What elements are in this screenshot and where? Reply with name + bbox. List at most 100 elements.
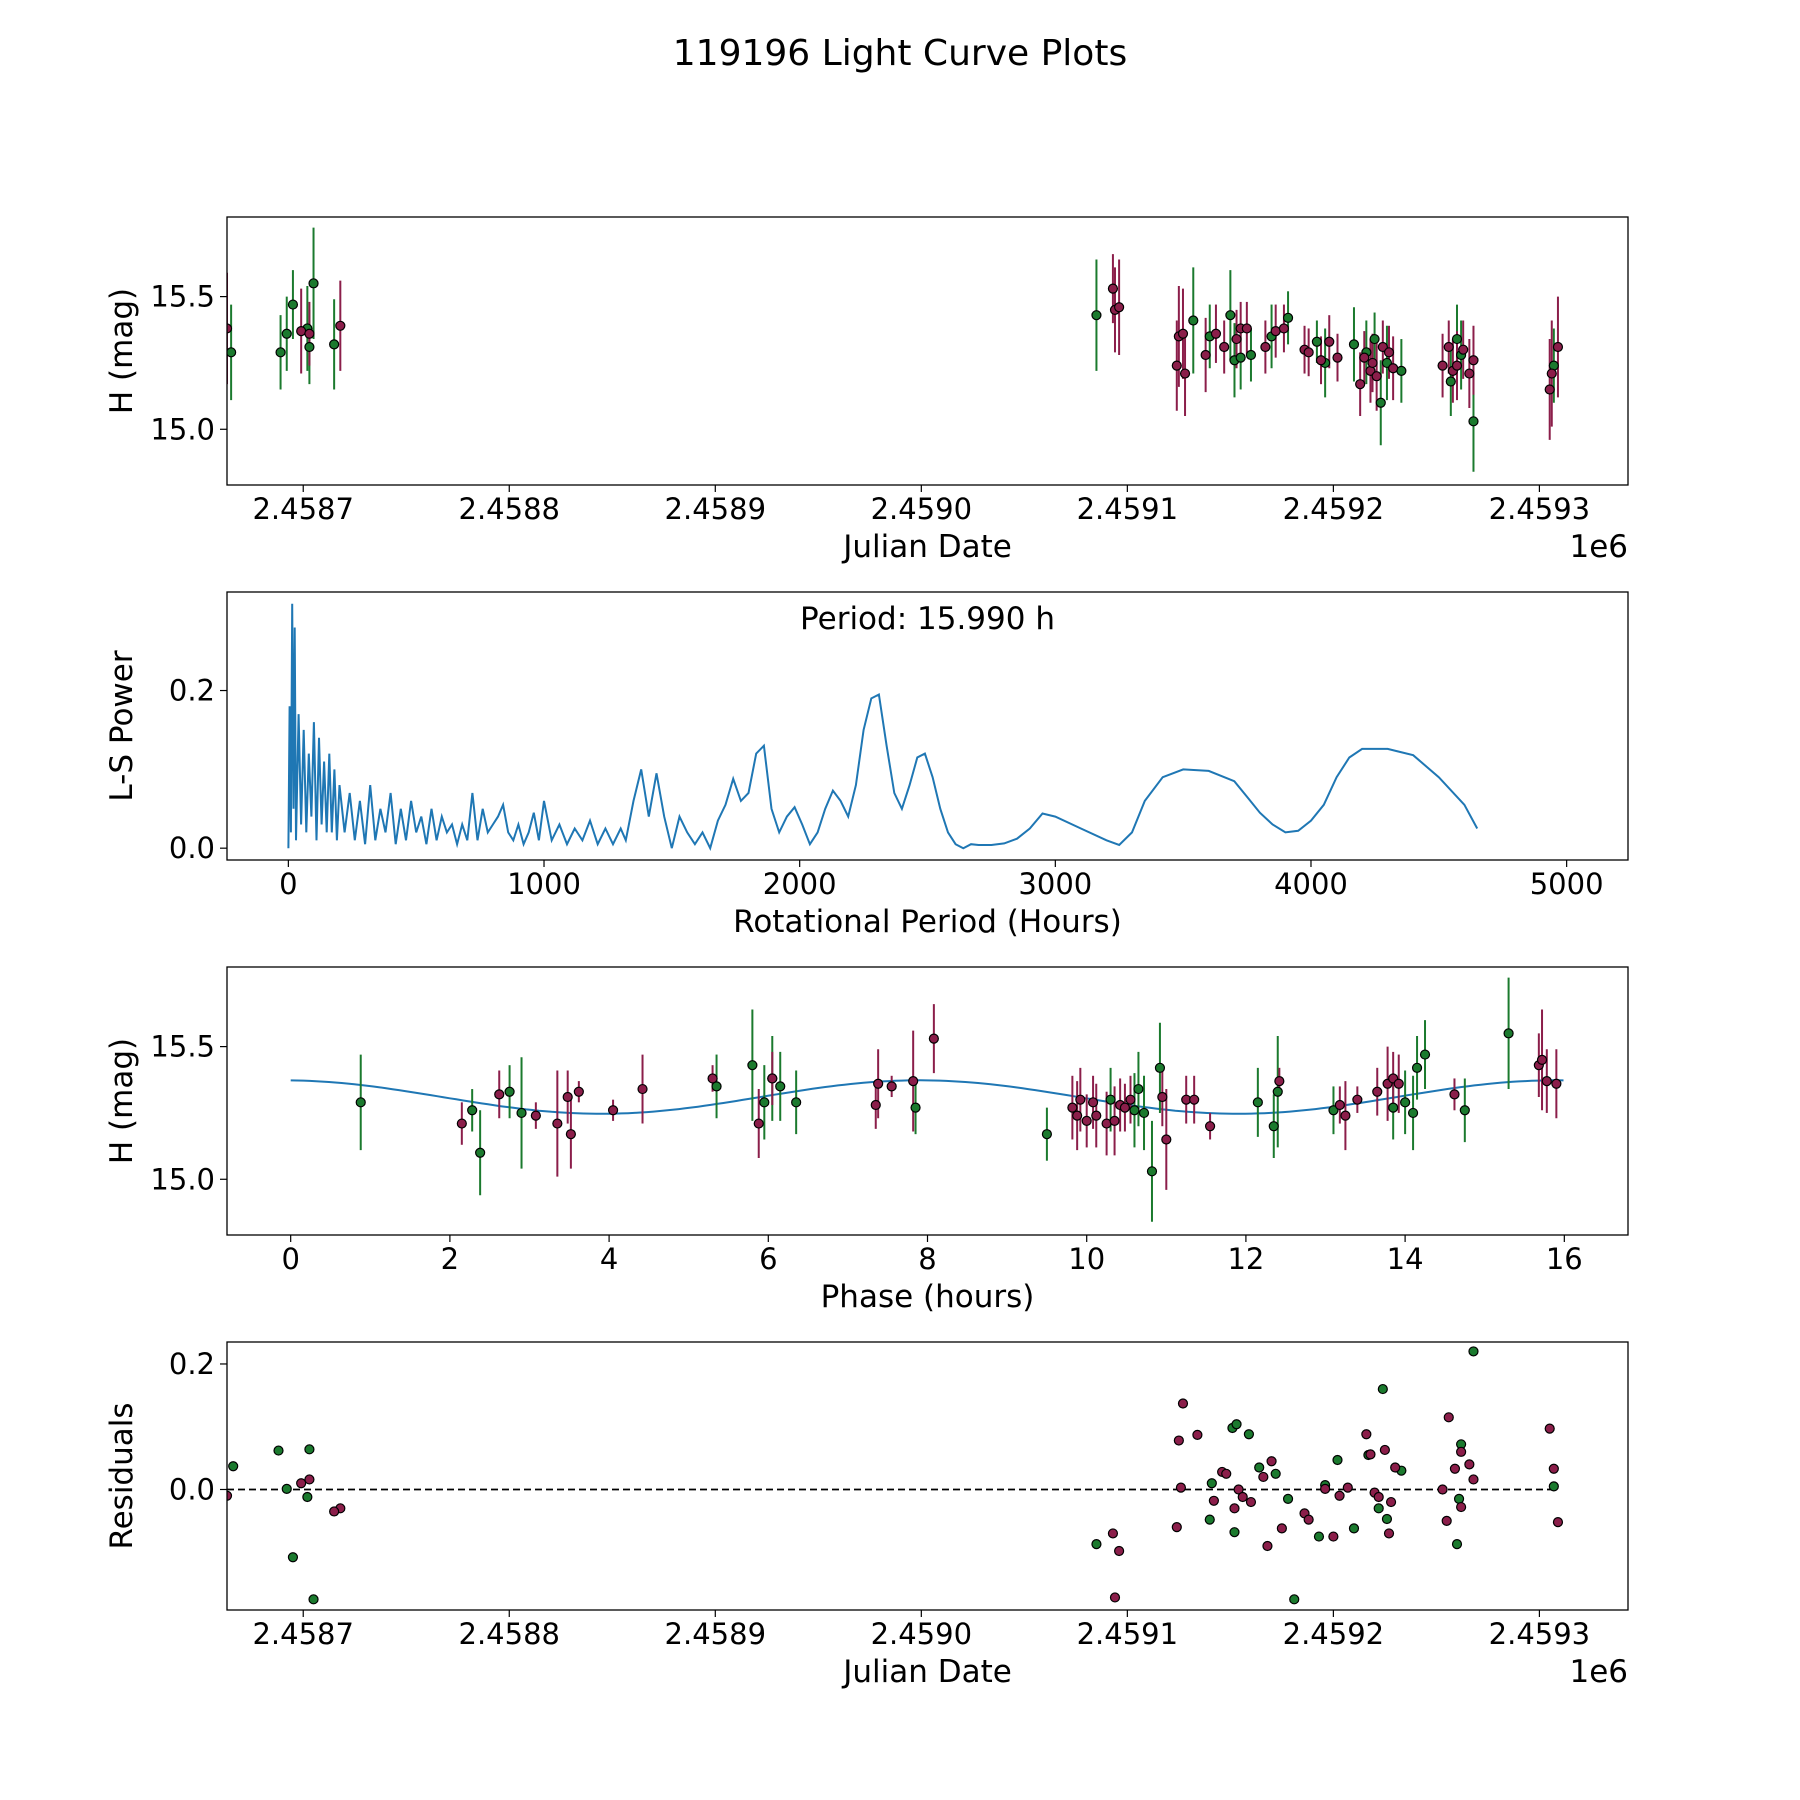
residuals-xtick-label: 2.4587 bbox=[252, 1617, 353, 1651]
phase-ytick-label: 15.5 bbox=[150, 1030, 215, 1064]
periodogram-series-line bbox=[287, 603, 1479, 852]
periodogram-ytick-label: 0.2 bbox=[169, 674, 215, 708]
residuals-maroon-point bbox=[1114, 1545, 1125, 1557]
residuals-green-point bbox=[1332, 1454, 1343, 1466]
lightcurve-maroon-point bbox=[1179, 368, 1191, 379]
phase-green-point bbox=[1268, 1121, 1279, 1132]
residuals-maroon-point bbox=[1390, 1462, 1401, 1473]
residuals-offset-label: 1e6 bbox=[1569, 1654, 1628, 1690]
residuals-green-point bbox=[1348, 1523, 1360, 1534]
phase-xtick-label: 10 bbox=[1068, 1242, 1105, 1276]
lightcurve-maroon-point bbox=[1443, 341, 1454, 353]
lightcurve-green-point bbox=[304, 341, 315, 353]
residuals-green-point bbox=[1254, 1462, 1265, 1473]
residuals-maroon-point bbox=[1245, 1496, 1257, 1508]
residuals-green-point bbox=[1373, 1503, 1384, 1514]
lightcurve-maroon-point bbox=[1544, 384, 1555, 395]
residuals-maroon-point bbox=[1192, 1429, 1203, 1440]
lightcurve-xtick-label: 2.4593 bbox=[1489, 492, 1590, 526]
lightcurve-xtick-label: 2.4592 bbox=[1283, 492, 1384, 526]
lightcurve-xtick-label: 2.4587 bbox=[252, 492, 353, 526]
residuals-green-point bbox=[308, 1594, 319, 1605]
residuals-maroon-point bbox=[1109, 1592, 1121, 1603]
phase-maroon-point bbox=[1541, 1075, 1552, 1087]
residuals-maroon-point bbox=[1443, 1412, 1454, 1423]
phase-ytick-label: 15.0 bbox=[150, 1162, 215, 1196]
lightcurve-xtick-label: 2.4590 bbox=[871, 492, 972, 526]
lightcurve-green-point bbox=[329, 339, 340, 350]
residuals-maroon-point bbox=[1177, 1398, 1189, 1409]
lightcurve-maroon-point bbox=[1278, 323, 1290, 334]
phase-ylabel: H (mag) bbox=[104, 1038, 140, 1164]
residuals-xtick-label: 2.4591 bbox=[1077, 1617, 1178, 1651]
phase-maroon-point bbox=[637, 1083, 648, 1095]
lightcurve-xtick-label: 2.4589 bbox=[665, 492, 766, 526]
lightcurve-green-point bbox=[1235, 352, 1246, 363]
phase-maroon-point bbox=[1091, 1110, 1102, 1121]
periodogram-xtick-label: 4000 bbox=[1274, 867, 1348, 901]
lightcurve-green-point bbox=[227, 347, 237, 358]
lightcurve-ytick-label: 15.5 bbox=[150, 280, 215, 314]
periodogram-panel: 0 1000 2000 3000 4000 5000 0.0 0.2 Rotational Pe… bbox=[104, 591, 1629, 940]
phase-xtick-label: 4 bbox=[600, 1242, 618, 1276]
residuals-green-point bbox=[1468, 1346, 1479, 1357]
residuals-green-point bbox=[287, 1552, 299, 1563]
lightcurve-green-point bbox=[1282, 312, 1294, 323]
lightcurve-green-point bbox=[1396, 365, 1407, 377]
phase-green-point bbox=[467, 1105, 478, 1116]
residuals-maroon-point bbox=[1342, 1482, 1353, 1493]
residuals-maroon-point bbox=[1233, 1484, 1244, 1495]
phase-green-point bbox=[791, 1097, 802, 1108]
phase-green-point bbox=[1252, 1097, 1263, 1108]
residuals-maroon-point bbox=[1464, 1459, 1475, 1470]
periodogram-xtick-label: 0 bbox=[279, 867, 297, 901]
phase-green-point bbox=[711, 1081, 722, 1092]
lightcurve-maroon-point bbox=[1371, 371, 1382, 382]
lightcurve-maroon-point bbox=[1332, 352, 1343, 363]
residuals-xlabel: Julian Date bbox=[841, 1654, 1012, 1690]
lightcurve-maroon-point bbox=[1324, 336, 1335, 347]
phase-green-point bbox=[1129, 1105, 1140, 1116]
residuals-ytick-label: 0.0 bbox=[169, 1472, 215, 1506]
residuals-ylabel: Residuals bbox=[104, 1402, 140, 1549]
phase-model-curve bbox=[290, 1079, 1564, 1115]
lightcurve-xlabel: Julian Date bbox=[841, 529, 1012, 565]
residuals-xtick-label: 2.4589 bbox=[665, 1617, 766, 1651]
lightcurve-green-point bbox=[1445, 376, 1456, 387]
residuals-green-point bbox=[1451, 1538, 1463, 1550]
periodogram-annotation: Period: 15.990 h bbox=[800, 601, 1055, 637]
lightcurve-offset-label: 1e6 bbox=[1569, 529, 1628, 565]
lightcurve-green-point bbox=[1348, 339, 1360, 350]
residuals-maroon-point bbox=[1449, 1463, 1461, 1474]
residuals-maroon-point bbox=[1456, 1501, 1467, 1513]
phase-maroon-point bbox=[873, 1078, 884, 1089]
phase-maroon-point bbox=[565, 1129, 576, 1140]
residuals-green-point bbox=[281, 1483, 292, 1494]
residuals-maroon-point bbox=[1379, 1444, 1390, 1456]
residuals-green-point bbox=[1377, 1383, 1388, 1395]
residuals-green-point bbox=[1206, 1478, 1217, 1489]
phase-maroon-point bbox=[494, 1089, 505, 1100]
lightcurve-maroon-point bbox=[1114, 302, 1125, 313]
phase-maroon-point bbox=[1125, 1094, 1136, 1105]
periodogram-xtick-label: 2000 bbox=[763, 867, 837, 901]
phase-maroon-point bbox=[1274, 1075, 1285, 1087]
phase-green-point bbox=[1328, 1105, 1339, 1116]
lightcurve-maroon-point bbox=[1315, 355, 1327, 366]
lightcurve-maroon-point bbox=[1552, 341, 1564, 353]
phase-maroon-point bbox=[1119, 1102, 1131, 1113]
residuals-maroon-point bbox=[329, 1506, 340, 1517]
residuals-maroon-point bbox=[1171, 1522, 1182, 1533]
phase-maroon-point bbox=[530, 1110, 541, 1121]
phase-xtick-label: 2 bbox=[441, 1242, 459, 1276]
lightcurve-maroon-point bbox=[304, 328, 315, 339]
phase-green-point bbox=[747, 1060, 758, 1071]
phase-xtick-label: 14 bbox=[1387, 1242, 1424, 1276]
residuals-green-point bbox=[1313, 1531, 1325, 1542]
residuals-maroon-point bbox=[296, 1478, 307, 1489]
lightcurve-maroon-point bbox=[296, 325, 307, 337]
phase-maroon-point bbox=[928, 1033, 939, 1044]
phase-green-point bbox=[1154, 1062, 1166, 1073]
phase-green-point bbox=[1133, 1083, 1144, 1095]
